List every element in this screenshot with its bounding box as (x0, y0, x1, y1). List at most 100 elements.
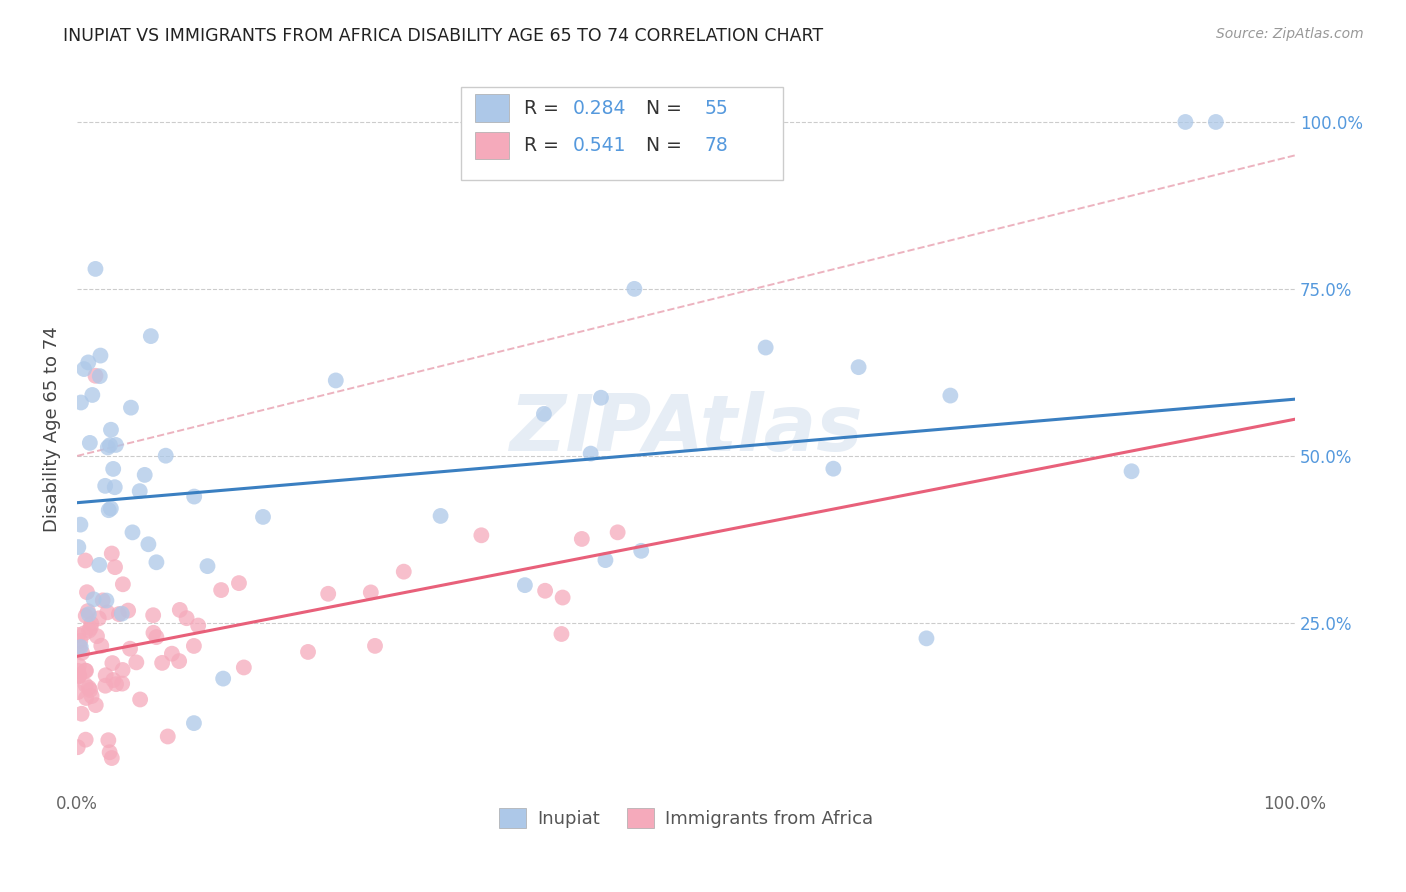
Point (77, 607, 100, 622)
Point (360, 585, 382, 599)
Point (97, 503, 120, 517)
Point (595, 553, 617, 567)
Point (939, 388, 962, 402)
Point (89, 349, 111, 363)
Point (66, 670, 89, 684)
Point (129, 692, 152, 706)
Point (228, 576, 250, 591)
Text: N =: N = (634, 136, 688, 155)
Point (90, 639, 112, 653)
Text: 0.541: 0.541 (572, 136, 626, 155)
Point (104, 480, 127, 494)
Point (848, 360, 870, 375)
Point (142, 608, 165, 623)
Point (70, 706, 93, 721)
Point (139, 329, 162, 343)
Point (87, 611, 110, 625)
Point (66, 685, 89, 699)
Point (167, 654, 190, 668)
Point (75, 664, 97, 678)
Point (75, 732, 97, 747)
Point (111, 676, 134, 690)
Legend: Inupiat, Immigrants from Africa: Inupiat, Immigrants from Africa (492, 801, 880, 835)
Point (145, 630, 167, 644)
Point (589, 391, 612, 405)
Point (111, 663, 134, 677)
Point (100, 501, 122, 516)
Point (75, 553, 97, 567)
FancyBboxPatch shape (461, 87, 783, 180)
Point (103, 673, 125, 687)
Point (89, 369, 111, 384)
Point (75, 664, 97, 678)
Point (571, 532, 593, 546)
Point (67, 628, 90, 642)
Point (579, 447, 602, 461)
Point (75, 690, 97, 705)
Point (169, 603, 191, 617)
Point (77, 604, 100, 618)
Point (97, 733, 120, 747)
Point (86, 629, 108, 643)
Point (79, 436, 101, 450)
Point (104, 438, 127, 452)
Point (117, 604, 139, 618)
Point (183, 490, 205, 504)
Point (66, 740, 89, 755)
Point (77, 355, 100, 369)
Point (145, 555, 167, 569)
Point (84, 261, 107, 276)
Point (176, 611, 198, 625)
Point (82, 388, 104, 402)
Point (550, 627, 572, 641)
Point (84, 698, 107, 712)
Point (212, 672, 235, 686)
Point (80, 616, 103, 631)
Point (69, 640, 91, 654)
Point (183, 639, 205, 653)
Point (101, 751, 124, 765)
Point (232, 660, 254, 674)
Point (252, 509, 274, 524)
Point (364, 639, 387, 653)
Text: INUPIAT VS IMMIGRANTS FROM AFRICA DISABILITY AGE 65 TO 74 CORRELATION CHART: INUPIAT VS IMMIGRANTS FROM AFRICA DISABI… (63, 27, 824, 45)
Text: 0.284: 0.284 (572, 99, 626, 118)
Point (606, 525, 628, 540)
Text: N =: N = (634, 99, 688, 118)
Text: 55: 55 (704, 99, 728, 118)
Point (187, 618, 209, 632)
Point (623, 282, 645, 296)
Point (69, 633, 91, 648)
Point (94, 679, 117, 693)
Point (76, 585, 98, 599)
Point (111, 607, 134, 621)
Point (80, 689, 103, 703)
Point (79, 683, 101, 698)
Point (105, 677, 128, 691)
Point (101, 656, 124, 670)
Point (630, 544, 652, 558)
Point (1205, 115, 1227, 129)
Point (915, 632, 938, 646)
Point (429, 508, 451, 523)
Point (73, 626, 96, 640)
Point (67, 658, 90, 673)
Text: R =: R = (524, 136, 565, 155)
FancyBboxPatch shape (475, 132, 509, 160)
Point (104, 560, 127, 574)
Point (67, 668, 90, 682)
Text: 78: 78 (704, 136, 728, 155)
Point (138, 537, 160, 551)
Point (1121, 464, 1143, 478)
Point (97, 441, 120, 455)
Point (120, 401, 142, 415)
Point (89, 558, 111, 572)
Point (533, 407, 555, 421)
Point (70, 395, 93, 409)
Text: Source: ZipAtlas.com: Source: ZipAtlas.com (1216, 27, 1364, 41)
Point (470, 528, 492, 542)
FancyBboxPatch shape (475, 95, 509, 122)
Point (325, 374, 347, 388)
Point (513, 578, 536, 592)
Point (197, 559, 219, 574)
